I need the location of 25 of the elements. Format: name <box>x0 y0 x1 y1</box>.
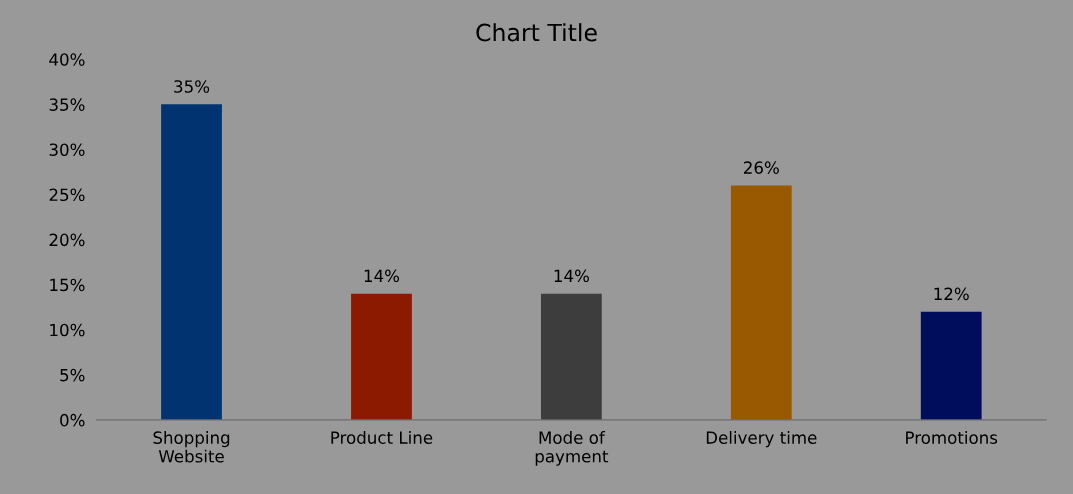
bar <box>161 104 222 420</box>
x-tick-label: Mode of payment <box>535 431 609 466</box>
x-tick-label: Delivery time <box>706 431 817 448</box>
bar <box>730 185 792 420</box>
data-label: 35% <box>174 80 210 93</box>
y-tick-label: 15% <box>50 278 85 292</box>
y-tick-label: 10% <box>50 323 85 337</box>
y-tick-label: 0% <box>60 413 85 427</box>
x-tick-label: Product Line <box>331 431 433 444</box>
data-label: 12% <box>934 287 969 301</box>
x-tick-label: Promotions <box>906 431 998 444</box>
y-tick-label: 40% <box>49 53 85 66</box>
bar <box>540 293 602 420</box>
data-label: 14% <box>364 269 400 283</box>
bar <box>351 293 412 420</box>
chart-title: Chart Title <box>476 23 597 42</box>
y-tick-label: 30% <box>49 143 85 156</box>
data-label: 26% <box>743 161 779 174</box>
bar <box>920 311 982 420</box>
y-tick-label: 25% <box>49 188 85 202</box>
data-label: 14% <box>554 269 589 283</box>
y-tick-label: 20% <box>49 233 85 247</box>
y-tick-label: 5% <box>60 368 85 382</box>
y-tick-label: 35% <box>49 98 85 111</box>
x-tick-label: Shopping Website <box>153 431 230 463</box>
